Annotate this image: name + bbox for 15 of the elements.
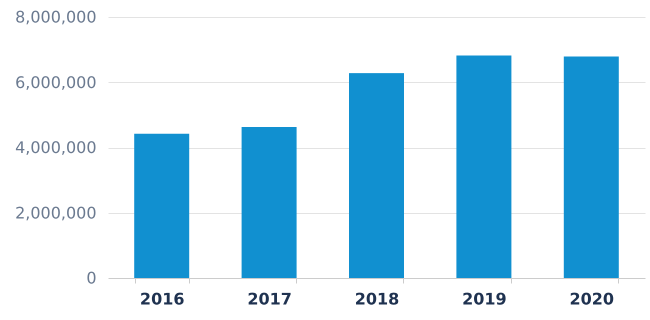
y-tick-label: 0 <box>86 268 96 288</box>
x-tick-label: 2020 <box>570 290 614 308</box>
y-tick-label: 2,000,000 <box>15 203 96 222</box>
x-tick-label: 2016 <box>140 290 184 308</box>
bar <box>564 56 619 278</box>
y-tick-label: 6,000,000 <box>15 72 96 92</box>
x-tick-label: 2017 <box>247 290 292 308</box>
y-tick-label: 4,000,000 <box>15 138 96 157</box>
x-tick-label: 2018 <box>354 290 400 308</box>
bar <box>349 73 404 278</box>
bar <box>456 55 512 278</box>
x-tick-label: 2019 <box>462 290 507 308</box>
bar <box>242 126 297 278</box>
y-tick-label: 8,000,000 <box>15 8 96 26</box>
bar <box>134 134 190 278</box>
